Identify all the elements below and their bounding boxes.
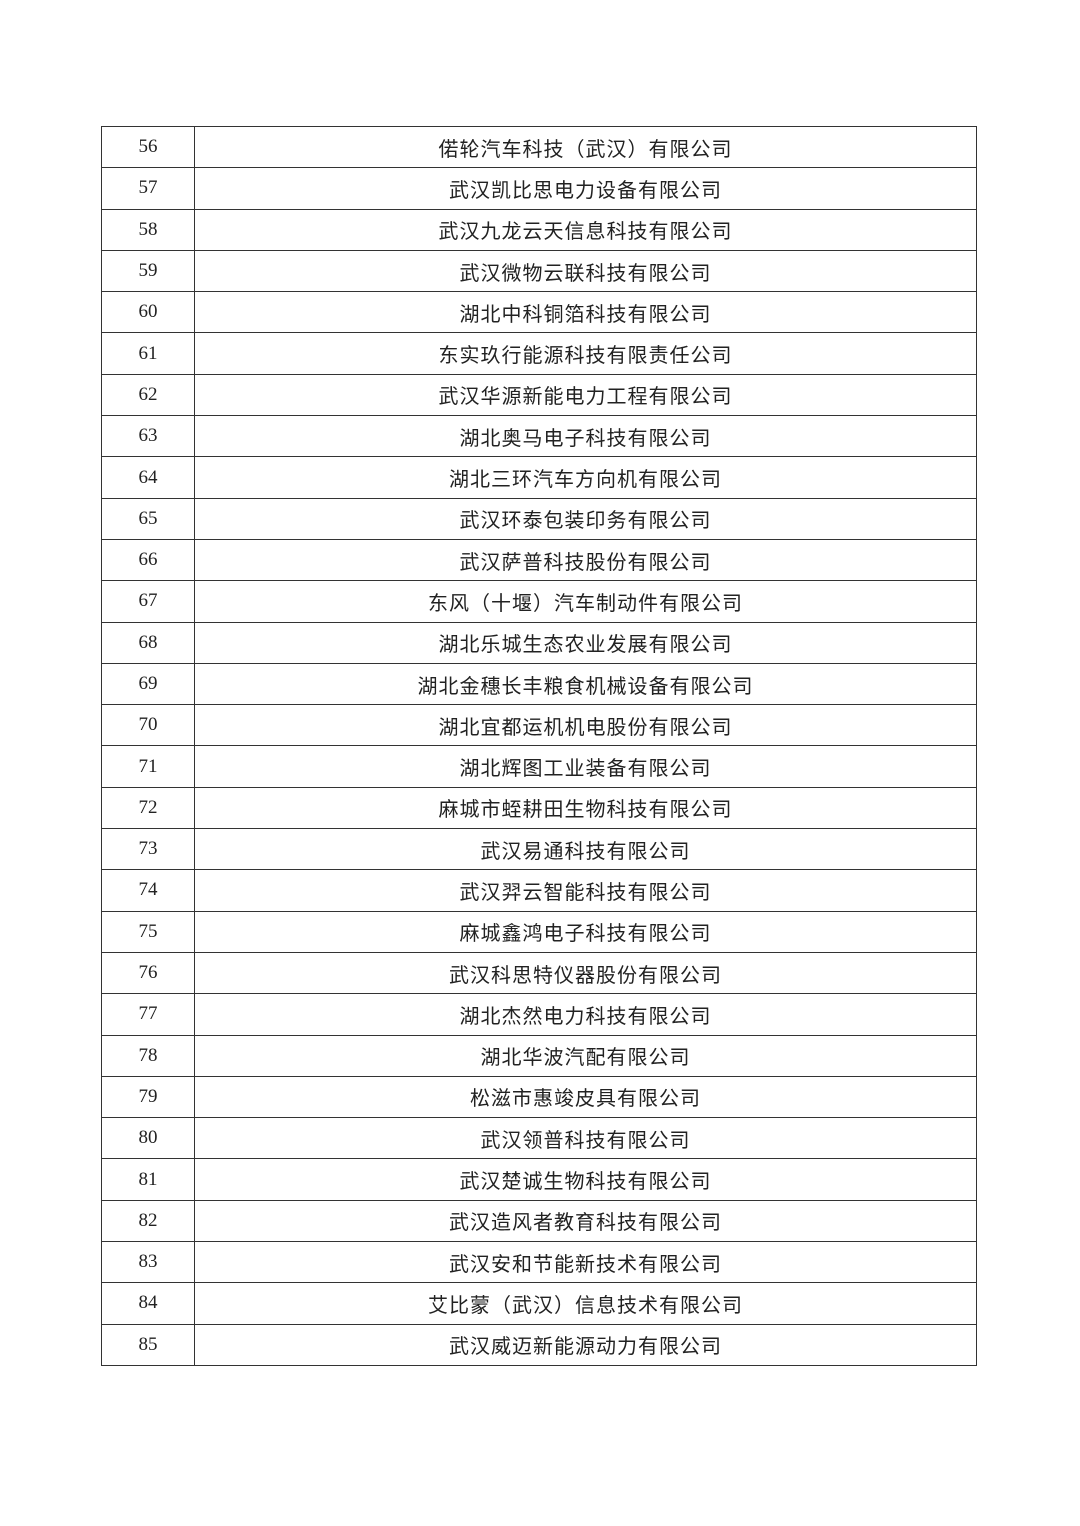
row-number: 73 <box>101 828 195 871</box>
row-number: 70 <box>101 704 195 747</box>
row-number: 84 <box>101 1282 195 1325</box>
row-number: 63 <box>101 415 195 458</box>
company-name: 松滋市惠竣皮具有限公司 <box>194 1075 977 1119</box>
table-row: 59 武汉微物云联科技有限公司 <box>101 249 977 293</box>
row-number: 85 <box>101 1323 195 1366</box>
company-name: 武汉领普科技有限公司 <box>194 1117 977 1160</box>
table-row: 69 湖北金穗长丰粮食机械设备有限公司 <box>101 662 977 706</box>
row-number: 75 <box>101 910 195 953</box>
company-name: 湖北杰然电力科技有限公司 <box>194 993 977 1036</box>
table-row: 70 湖北宜都运机机电股份有限公司 <box>101 704 977 747</box>
company-name: 武汉威迈新能源动力有限公司 <box>194 1323 977 1366</box>
table-row: 76 武汉科思特仪器股份有限公司 <box>101 951 977 995</box>
table-row: 63 湖北奥马电子科技有限公司 <box>101 415 977 458</box>
table-row: 80 武汉领普科技有限公司 <box>101 1117 977 1160</box>
company-name: 武汉造风者教育科技有限公司 <box>194 1199 977 1243</box>
table-row: 79 松滋市惠竣皮具有限公司 <box>101 1075 977 1119</box>
table-row: 75 麻城鑫鸿电子科技有限公司 <box>101 910 977 953</box>
row-number: 80 <box>101 1117 195 1160</box>
company-name: 武汉安和节能新技术有限公司 <box>194 1241 977 1284</box>
table-row: 68 湖北乐城生态农业发展有限公司 <box>101 621 977 664</box>
company-name: 武汉环泰包装印务有限公司 <box>194 497 977 540</box>
company-name: 湖北中科铜箔科技有限公司 <box>194 291 977 334</box>
table-row: 72 麻城市蛭耕田生物科技有限公司 <box>101 786 977 830</box>
row-number: 56 <box>101 125 195 169</box>
company-name: 湖北华波汽配有限公司 <box>194 1034 977 1077</box>
company-name: 武汉楚诚生物科技有限公司 <box>194 1158 977 1201</box>
company-name: 武汉凯比思电力设备有限公司 <box>194 167 977 210</box>
company-name: 东实玖行能源科技有限责任公司 <box>194 332 977 375</box>
company-name: 湖北宜都运机机电股份有限公司 <box>194 704 977 747</box>
table-body: 56 偌轮汽车科技（武汉）有限公司 57 武汉凯比思电力设备有限公司 58 武汉九龙云天信… <box>101 125 977 1366</box>
table-row: 74 武汉羿云智能科技有限公司 <box>101 869 977 912</box>
row-number: 66 <box>101 538 195 582</box>
row-number: 82 <box>101 1199 195 1243</box>
table-row: 61 东实玖行能源科技有限责任公司 <box>101 332 977 375</box>
row-number: 76 <box>101 951 195 995</box>
company-name: 武汉华源新能电力工程有限公司 <box>194 373 977 417</box>
row-number: 60 <box>101 291 195 334</box>
company-name: 湖北金穗长丰粮食机械设备有限公司 <box>194 662 977 706</box>
table-row: 78 湖北华波汽配有限公司 <box>101 1034 977 1077</box>
row-number: 79 <box>101 1075 195 1119</box>
company-name: 湖北三环汽车方向机有限公司 <box>194 456 977 499</box>
company-name: 麻城鑫鸿电子科技有限公司 <box>194 910 977 953</box>
company-name: 湖北乐城生态农业发展有限公司 <box>194 621 977 664</box>
table-row: 85 武汉威迈新能源动力有限公司 <box>101 1323 977 1366</box>
row-number: 64 <box>101 456 195 499</box>
company-name: 湖北奥马电子科技有限公司 <box>194 415 977 458</box>
table-row: 57 武汉凯比思电力设备有限公司 <box>101 167 977 210</box>
row-number: 67 <box>101 580 195 623</box>
table-row: 84 艾比蒙（武汉）信息技术有限公司 <box>101 1282 977 1325</box>
company-name: 武汉九龙云天信息科技有限公司 <box>194 208 977 251</box>
table-row: 56 偌轮汽车科技（武汉）有限公司 <box>101 125 977 169</box>
table-row: 81 武汉楚诚生物科技有限公司 <box>101 1158 977 1201</box>
table-row: 66 武汉萨普科技股份有限公司 <box>101 538 977 582</box>
row-number: 65 <box>101 497 195 540</box>
table-row: 82 武汉造风者教育科技有限公司 <box>101 1199 977 1243</box>
row-number: 72 <box>101 786 195 830</box>
table-row: 67 东风（十堰）汽车制动件有限公司 <box>101 580 977 623</box>
table-row: 60 湖北中科铜箔科技有限公司 <box>101 291 977 334</box>
row-number: 77 <box>101 993 195 1036</box>
company-name: 武汉科思特仪器股份有限公司 <box>194 951 977 995</box>
company-list-table: 56 偌轮汽车科技（武汉）有限公司 57 武汉凯比思电力设备有限公司 58 武汉九龙云天信… <box>101 125 977 1366</box>
table-row: 73 武汉易通科技有限公司 <box>101 828 977 871</box>
row-number: 78 <box>101 1034 195 1077</box>
row-number: 61 <box>101 332 195 375</box>
company-name: 武汉萨普科技股份有限公司 <box>194 538 977 582</box>
row-number: 58 <box>101 208 195 251</box>
table-row: 83 武汉安和节能新技术有限公司 <box>101 1241 977 1284</box>
table-row: 64 湖北三环汽车方向机有限公司 <box>101 456 977 499</box>
row-number: 71 <box>101 745 195 788</box>
company-name: 武汉羿云智能科技有限公司 <box>194 869 977 912</box>
table-row: 77 湖北杰然电力科技有限公司 <box>101 993 977 1036</box>
company-name: 东风（十堰）汽车制动件有限公司 <box>194 580 977 623</box>
table-row: 62 武汉华源新能电力工程有限公司 <box>101 373 977 417</box>
row-number: 62 <box>101 373 195 417</box>
company-name: 武汉微物云联科技有限公司 <box>194 249 977 293</box>
company-name: 武汉易通科技有限公司 <box>194 828 977 871</box>
company-name: 偌轮汽车科技（武汉）有限公司 <box>194 125 977 169</box>
row-number: 69 <box>101 662 195 706</box>
row-number: 59 <box>101 249 195 293</box>
row-number: 74 <box>101 869 195 912</box>
table-row: 58 武汉九龙云天信息科技有限公司 <box>101 208 977 251</box>
row-number: 81 <box>101 1158 195 1201</box>
row-number: 68 <box>101 621 195 664</box>
table-row: 71 湖北辉图工业装备有限公司 <box>101 745 977 788</box>
company-name: 湖北辉图工业装备有限公司 <box>194 745 977 788</box>
row-number: 83 <box>101 1241 195 1284</box>
company-name: 艾比蒙（武汉）信息技术有限公司 <box>194 1282 977 1325</box>
company-name: 麻城市蛭耕田生物科技有限公司 <box>194 786 977 830</box>
table-row: 65 武汉环泰包装印务有限公司 <box>101 497 977 540</box>
row-number: 57 <box>101 167 195 210</box>
